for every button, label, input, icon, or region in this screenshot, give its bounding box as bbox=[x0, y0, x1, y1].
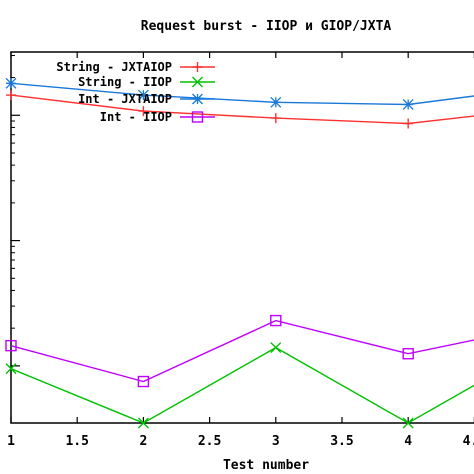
data-point bbox=[270, 113, 281, 124]
x-tick-label: 3.5 bbox=[330, 434, 353, 449]
x-tick-label: 1 bbox=[7, 434, 15, 449]
legend-label: Int - IIOP bbox=[100, 110, 172, 124]
legend-marker bbox=[192, 76, 203, 88]
data-point bbox=[402, 417, 414, 429]
data-point bbox=[137, 89, 149, 101]
x-tick-label: 2.5 bbox=[198, 434, 221, 449]
data-point bbox=[138, 106, 149, 117]
legend-label: Int - JXTAIOP bbox=[78, 92, 172, 106]
data-point bbox=[5, 77, 17, 89]
legend-entry: String - IIOP bbox=[78, 75, 215, 89]
plot-frame bbox=[10, 51, 474, 424]
x-tick-label: 4 bbox=[404, 434, 412, 449]
legend-label: String - JXTAIOP bbox=[56, 60, 172, 74]
x-tick-label: 2 bbox=[139, 434, 147, 449]
legend-marker bbox=[192, 62, 203, 72]
legend-entry: String - JXTAIOP bbox=[56, 60, 215, 74]
legend-marker bbox=[192, 93, 203, 105]
series-line bbox=[10, 319, 474, 383]
x-tick-label: 3 bbox=[272, 434, 280, 449]
series-layer bbox=[5, 77, 474, 429]
x-tick-label: 4.5 bbox=[463, 434, 474, 449]
data-point bbox=[5, 339, 17, 352]
series-1 bbox=[6, 90, 474, 129]
data-point bbox=[402, 99, 414, 110]
data-point bbox=[6, 90, 16, 101]
data-point bbox=[402, 348, 414, 360]
y-axis-ticks bbox=[11, 55, 20, 367]
data-point bbox=[137, 417, 149, 429]
series-3 bbox=[5, 77, 474, 110]
legend-entry: Int - IIOP bbox=[100, 110, 215, 124]
legend-entry: Int - JXTAIOP bbox=[78, 92, 215, 106]
series-2 bbox=[5, 342, 474, 429]
series-4 bbox=[5, 314, 474, 388]
legend-label: String - IIOP bbox=[78, 75, 172, 89]
x-tick-label: 1.5 bbox=[65, 434, 88, 449]
chart-title: Request burst - IIOP и GIOP/JXTA bbox=[141, 19, 392, 34]
data-point bbox=[270, 342, 282, 354]
x-axis-label: Test number bbox=[223, 458, 309, 473]
data-point bbox=[270, 96, 282, 108]
legend-marker bbox=[191, 111, 204, 123]
data-point bbox=[270, 314, 282, 327]
data-point bbox=[137, 375, 150, 388]
data-point bbox=[5, 363, 17, 375]
x-axis-ticks: 1 1.5 2 2.5 3 3.5 4 4.5 bbox=[7, 52, 474, 449]
data-point bbox=[403, 118, 414, 129]
